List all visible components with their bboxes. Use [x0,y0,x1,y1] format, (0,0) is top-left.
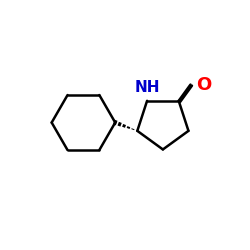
Text: NH: NH [134,80,160,95]
Text: O: O [196,76,211,94]
